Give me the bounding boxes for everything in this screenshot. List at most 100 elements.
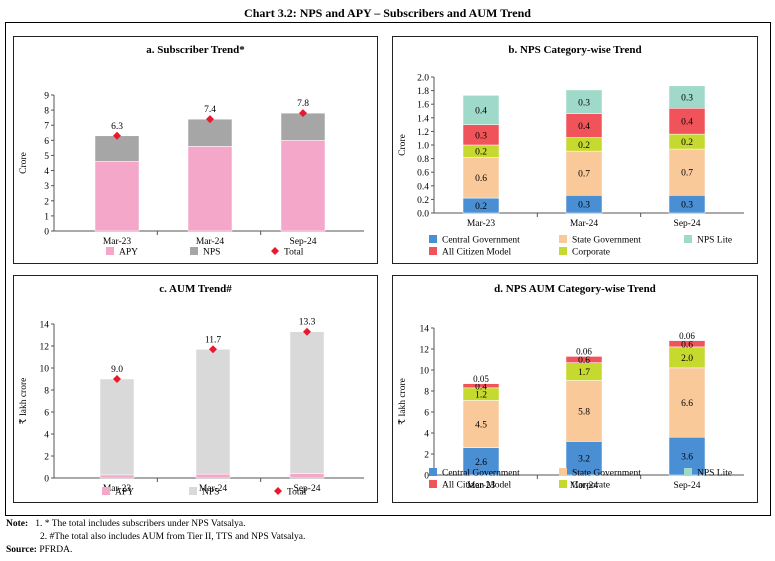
y-tick-label: 5 xyxy=(44,152,49,162)
y-tick-label: 6 xyxy=(44,137,49,147)
data-label: 3.6 xyxy=(681,453,693,463)
y-tick-label: 1 xyxy=(44,212,49,222)
y-tick-label: 0.6 xyxy=(417,169,429,179)
note-1: 1. * The total includes subscribers unde… xyxy=(35,519,246,529)
legend-label: All Citizen Model xyxy=(442,481,511,491)
legend-swatch-state-government xyxy=(559,235,567,243)
x-tick-label: Sep-24 xyxy=(674,219,701,229)
legend-label: NPS Lite xyxy=(697,469,732,479)
total-marker xyxy=(303,327,311,336)
x-tick-label: Sep-24 xyxy=(674,481,701,491)
chart-nps-aum-category-trend: d. NPS AUM Category-wise Trend 0 2 4 6 8 10 12 1… xyxy=(398,283,744,491)
y-tick-label: 1.6 xyxy=(417,101,429,111)
data-label: 1.2 xyxy=(475,391,487,401)
y-tick-label: 1.2 xyxy=(417,128,429,138)
bar-nps-lite xyxy=(668,339,706,341)
data-label: 0.2 xyxy=(475,202,487,212)
total-label: 6.3 xyxy=(111,122,123,132)
y-tick-label: 2.0 xyxy=(417,74,429,84)
bar-apy xyxy=(280,140,326,232)
source-label: Source: xyxy=(6,545,37,555)
data-label: 6.6 xyxy=(681,399,693,409)
x-tick-label: Mar-24 xyxy=(570,481,599,491)
data-label: 0.3 xyxy=(578,98,590,108)
y-tick-label: 0 xyxy=(44,228,49,238)
data-label: 0.06 xyxy=(679,331,695,341)
legend-label: Central Government xyxy=(442,236,520,246)
y-tick-label: 4 xyxy=(424,430,429,440)
y-axis-label: ₹ lakh crore xyxy=(398,378,408,425)
notes: Note: 1. * The total includes subscriber… xyxy=(6,518,305,557)
y-tick-label: 8 xyxy=(44,107,49,117)
bar-nps xyxy=(99,378,135,476)
y-tick-label: 1.8 xyxy=(417,87,429,97)
data-label: 0.3 xyxy=(578,201,590,211)
legend-swatch-central-government xyxy=(429,468,437,476)
legend-label: NPS xyxy=(202,488,219,498)
data-label: 0.7 xyxy=(681,169,693,179)
x-tick-label: Mar-24 xyxy=(196,237,225,247)
total-marker xyxy=(299,109,307,118)
bar-state-government xyxy=(565,380,603,442)
data-label: 2.6 xyxy=(475,458,487,468)
bar-apy xyxy=(187,146,233,232)
total-label: 11.7 xyxy=(205,335,222,345)
bar-nps xyxy=(94,135,140,162)
chart-frame: a. Subscriber Trend* 0 1 2 3 4 5 6 7 8 9 Crore Mar-2… xyxy=(5,22,771,516)
data-label: 4.5 xyxy=(475,421,487,431)
y-tick-label: 7 xyxy=(44,122,49,132)
legend-label: Total xyxy=(287,488,307,498)
legend-swatch-state-government xyxy=(559,468,567,476)
x-tick-label: Mar-23 xyxy=(103,484,132,494)
y-tick-label: 4 xyxy=(44,431,49,441)
data-label: 0.6 xyxy=(578,356,590,366)
y-tick-label: 12 xyxy=(40,343,50,353)
y-axis-label: Crore xyxy=(398,134,408,156)
data-label: 0.3 xyxy=(475,131,487,141)
x-tick-label: Sep-24 xyxy=(294,484,321,494)
bar-nps xyxy=(289,331,325,474)
legend-label: APY xyxy=(115,488,134,498)
chart-title: b. NPS Category-wise Trend xyxy=(508,44,641,56)
y-tick-label: 0.2 xyxy=(417,196,429,206)
total-marker xyxy=(113,375,121,383)
legend-label: Total xyxy=(284,248,304,258)
legend-label: NPS xyxy=(203,248,220,258)
data-label: 2.0 xyxy=(681,354,693,364)
page-title: Chart 3.2: NPS and APY – Subscribers and… xyxy=(244,6,531,20)
data-label: 0.4 xyxy=(475,106,487,116)
legend-label: APY xyxy=(119,248,138,258)
y-tick-label: 9 xyxy=(44,92,49,102)
total-label: 9.0 xyxy=(111,365,123,375)
legend-label: Corporate xyxy=(572,248,610,258)
bar-apy xyxy=(195,473,231,479)
legend-swatch-nps-lite xyxy=(684,235,692,243)
legend-swatch-corporate xyxy=(559,247,567,255)
y-tick-label: 2 xyxy=(424,451,429,461)
y-axis-label: ₹ lakh crore xyxy=(19,378,29,425)
y-tick-label: 1.4 xyxy=(417,114,429,124)
data-label: 0.05 xyxy=(473,374,489,384)
bar-state-government xyxy=(462,400,500,448)
y-tick-label: 3 xyxy=(44,182,49,192)
panel-nps-category-trend: b. NPS Category-wise Trend 0.0 0.2 0.4 0.6 0.… xyxy=(392,36,758,264)
y-tick-label: 8 xyxy=(424,388,429,398)
x-tick-label: Mar-23 xyxy=(103,237,132,247)
bar-central-government xyxy=(565,441,603,476)
bar-all-citizen-model xyxy=(668,108,706,135)
y-tick-label: 0.0 xyxy=(417,210,429,220)
x-tick-label: Mar-24 xyxy=(570,219,599,229)
y-tick-label: 0.4 xyxy=(417,182,429,192)
chart-aum-trend: c. AUM Trend# 0 2 4 6 8 10 12 14 ₹ lakh crore Mar-… xyxy=(19,283,364,498)
chart-title: c. AUM Trend# xyxy=(159,283,232,295)
y-tick-label: 6 xyxy=(424,409,429,419)
bar-apy xyxy=(99,474,135,479)
legend-swatch-apy xyxy=(102,487,110,495)
legend-label: State Government xyxy=(572,469,641,479)
bar-apy xyxy=(289,473,325,479)
source-text: PFRDA. xyxy=(39,545,73,555)
panel-nps-aum-category-trend: d. NPS AUM Category-wise Trend 0 2 4 6 8 10 12 1… xyxy=(392,275,758,503)
data-label: 0.2 xyxy=(578,141,590,151)
bar-nps xyxy=(280,112,326,141)
y-tick-label: 1.0 xyxy=(417,142,429,152)
